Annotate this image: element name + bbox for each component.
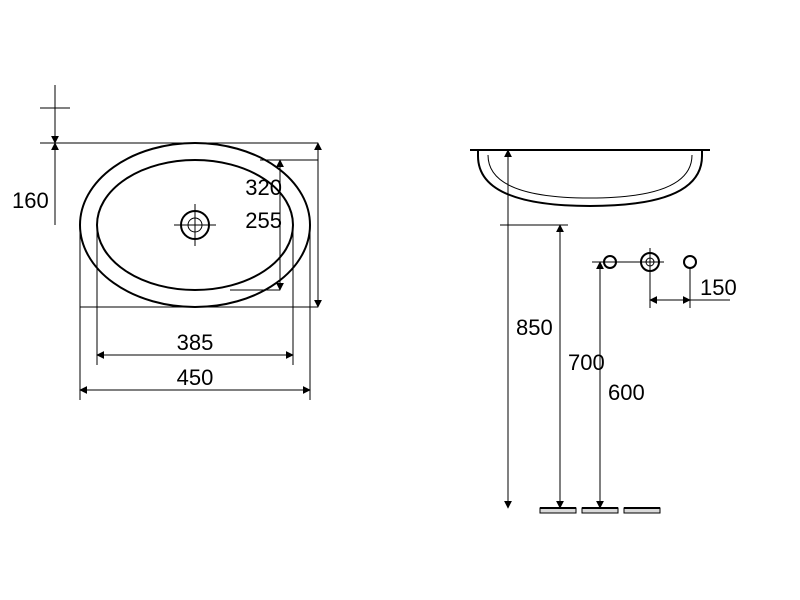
technical-drawing: 320 255 160 385 450 (0, 0, 800, 600)
dim-320-label: 320 (245, 175, 282, 200)
dim-150-label: 150 (700, 275, 737, 300)
dim-385-label: 385 (177, 330, 214, 355)
dim-600-label: 600 (608, 380, 645, 405)
plan-view: 320 255 160 385 450 (12, 85, 318, 400)
dim-700-label: 700 (568, 350, 605, 375)
dim-850-label: 850 (516, 315, 553, 340)
bowl-section (470, 150, 710, 206)
dim-450-label: 450 (177, 365, 214, 390)
floor-marks (540, 508, 660, 513)
dim-255-label: 255 (245, 208, 282, 233)
section-view: 850 700 600 150 (470, 150, 737, 513)
dim-160-label: 160 (12, 188, 49, 213)
